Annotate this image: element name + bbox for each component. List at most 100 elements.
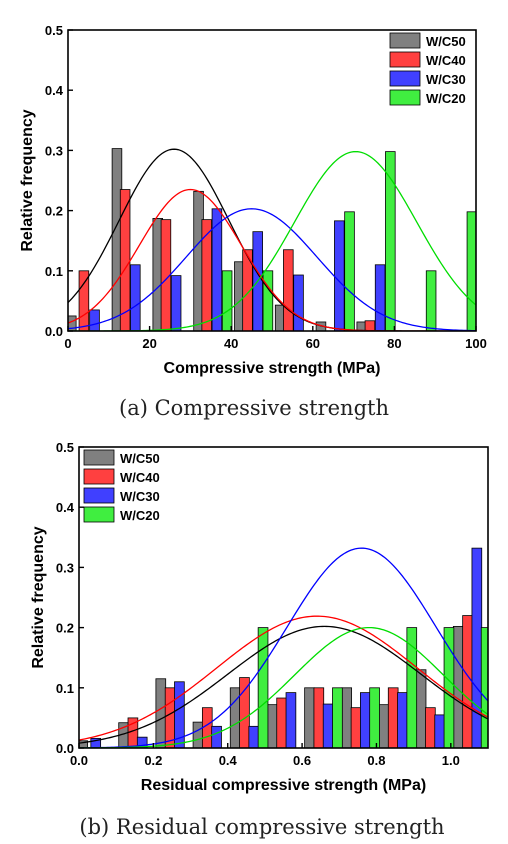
chart1-bar-wc50-10 (452, 625, 464, 748)
chart0-bar-wc30-1 (130, 264, 141, 331)
chart0-ytick-label: 0.1 (45, 264, 63, 279)
chart1-bar-wc50-6 (304, 687, 315, 748)
chart0-ytick-label: 0.5 (45, 23, 63, 38)
chart1-bar-wc30-5 (285, 692, 297, 748)
chart0-bar-wc40-0 (78, 270, 90, 331)
chart1-xtick-label: 0.0 (70, 753, 88, 768)
chart1-bar-wc40-6 (350, 707, 362, 748)
chart1-bar-wc20-5 (480, 627, 488, 748)
chart0-bar-wc30-2 (170, 275, 182, 331)
chart0-bar-wc50-0 (68, 315, 77, 331)
chart1-bar-wc20-4 (443, 627, 455, 748)
chart1-legend-label-wc20: W/C20 (120, 508, 160, 523)
chart0-bar-wc20-0 (221, 270, 233, 331)
chart1-bar-wc50-7 (341, 687, 353, 748)
chart1-legend-label-wc40: W/C40 (120, 470, 160, 485)
chart0-legend-label-wc40: W/C40 (426, 53, 466, 68)
chart1-axis-frame (78, 446, 489, 749)
chart1-ytick-label: 0.5 (56, 440, 74, 455)
chart0-bar-wc40-6 (364, 320, 376, 331)
chart1-ytick-label: 0.3 (56, 560, 74, 575)
chart1-bar-wc20-2 (369, 687, 380, 748)
chart0-bar-wc30-3 (211, 208, 223, 331)
chart0-bar-wc20-2 (344, 211, 355, 331)
chart1-ytick-label: 0.2 (56, 621, 74, 636)
chart1-xtick-label: 0.8 (367, 753, 385, 768)
chart1-legend-label-wc30: W/C30 (120, 489, 160, 504)
chart0-ytick-label: 0.2 (45, 204, 63, 219)
caption-a: (a) Compressive strength (119, 396, 389, 420)
chart1-bar-wc30-2 (174, 681, 185, 748)
chart1-xtick-label: 1.0 (442, 753, 460, 768)
chart-compressive-strength: 0.0 0.1 0.2 0.3 0.4 0.5 0 20 40 60 80 100 Compressiv… (19, 23, 487, 377)
chart1-bar-wc50-2 (155, 678, 167, 748)
chart0-bar-wc40-5 (283, 249, 294, 331)
chart0-x-axis-title: Compressive strength (MPa) (164, 360, 381, 377)
chart1-legend-swatch-wc50 (83, 449, 115, 466)
chart1-bar-wc40-1 (164, 687, 176, 748)
chart1-bar-wc30-1 (136, 736, 148, 748)
chart1-bar-wc30-9 (434, 714, 445, 748)
chart1-bar-wc40-8 (425, 707, 436, 748)
chart1-bar-wc40-5 (313, 687, 325, 748)
chart0-legend-swatch-wc20 (389, 89, 421, 106)
chart0-xtick-label: 40 (224, 336, 238, 351)
chart1-bar-wc30-8 (397, 692, 408, 748)
chart0-bar-wc20-3 (385, 151, 396, 331)
chart0-xtick-label: 80 (387, 336, 401, 351)
chart0-bar-wc30-5 (293, 274, 304, 331)
chart-residual-compressive-strength: 0.0 0.1 0.2 0.3 0.4 0.5 0.0 0.2 0.4 0.6 0.8 1.0 Resi… (30, 440, 489, 794)
chart1-legend-swatch-wc40 (83, 468, 115, 485)
chart0-ytick-label: 0.4 (45, 83, 64, 98)
chart1-legend-label-wc50: W/C50 (120, 451, 160, 466)
chart1-bar-wc30-6 (322, 703, 334, 748)
chart0-legend-label-wc20: W/C20 (426, 91, 466, 106)
chart1-xtick-label: 0.6 (293, 753, 311, 768)
chart0-xtick-label: 20 (142, 336, 156, 351)
chart1-bar-wc30-4 (248, 725, 260, 748)
chart0-legend-swatch-wc40 (389, 51, 421, 68)
chart0-fit-curve-wc30 (68, 208, 476, 331)
chart1-x-axis-title: Residual compressive strength (MPa) (141, 777, 426, 794)
chart0-xtick-label: 0 (64, 336, 71, 351)
chart1-ytick-label: 0.4 (56, 500, 75, 515)
chart1-fit-curve-wc50 (79, 625, 488, 744)
chart1-bar-wc40-2 (201, 707, 213, 748)
chart0-legend-label-wc30: W/C30 (426, 72, 466, 87)
chart0-bar-wc30-0 (89, 309, 100, 331)
chart0-xtick-label: 100 (465, 336, 487, 351)
chart1-bar-wc40-3 (239, 677, 250, 748)
chart1-xtick-label: 0.2 (144, 753, 162, 768)
chart0-axis-frame (67, 29, 477, 332)
chart1-fit-curve-wc20 (79, 626, 488, 748)
chart0-plot-area (68, 148, 476, 331)
chart1-bar-wc30-10 (471, 547, 483, 748)
chart0-legend-label-wc50: W/C50 (426, 34, 466, 49)
chart0-bar-wc20-5 (466, 211, 476, 331)
chart0-legend-swatch-wc30 (389, 70, 421, 87)
chart0-y-axis-title: Relative frequency (19, 109, 36, 251)
chart1-bar-wc50-5 (267, 704, 278, 748)
chart1-bar-wc20-1 (332, 687, 343, 748)
caption-b: (b) Residual compressive strength (79, 815, 444, 839)
chart1-bar-wc40-4 (276, 697, 287, 748)
chart1-plot-area (79, 547, 488, 748)
chart0-xtick-label: 60 (306, 336, 320, 351)
chart1-bar-wc40-9 (462, 615, 473, 748)
chart1-legend-swatch-wc20 (83, 506, 115, 523)
chart1-fit-curve-wc30 (79, 547, 488, 748)
chart0-legend-swatch-wc50 (389, 32, 421, 49)
chart0-bar-wc40-3 (201, 219, 212, 331)
chart1-bar-wc40-7 (387, 687, 399, 748)
chart1-bar-wc50-3 (192, 721, 204, 748)
chart1-bar-wc50-0 (79, 740, 89, 748)
chart0-ytick-label: 0.0 (45, 324, 63, 339)
chart0-ytick-label: 0.3 (45, 143, 63, 158)
chart1-legend: W/C50 W/C40 W/C30 W/C20 (83, 449, 160, 523)
chart1-legend-swatch-wc30 (83, 487, 115, 504)
chart1-bar-wc50-8 (378, 704, 390, 748)
chart1-y-axis-title: Relative frequency (30, 526, 47, 668)
chart1-ytick-label: 0.0 (56, 741, 74, 756)
chart1-bar-wc50-9 (415, 669, 427, 748)
